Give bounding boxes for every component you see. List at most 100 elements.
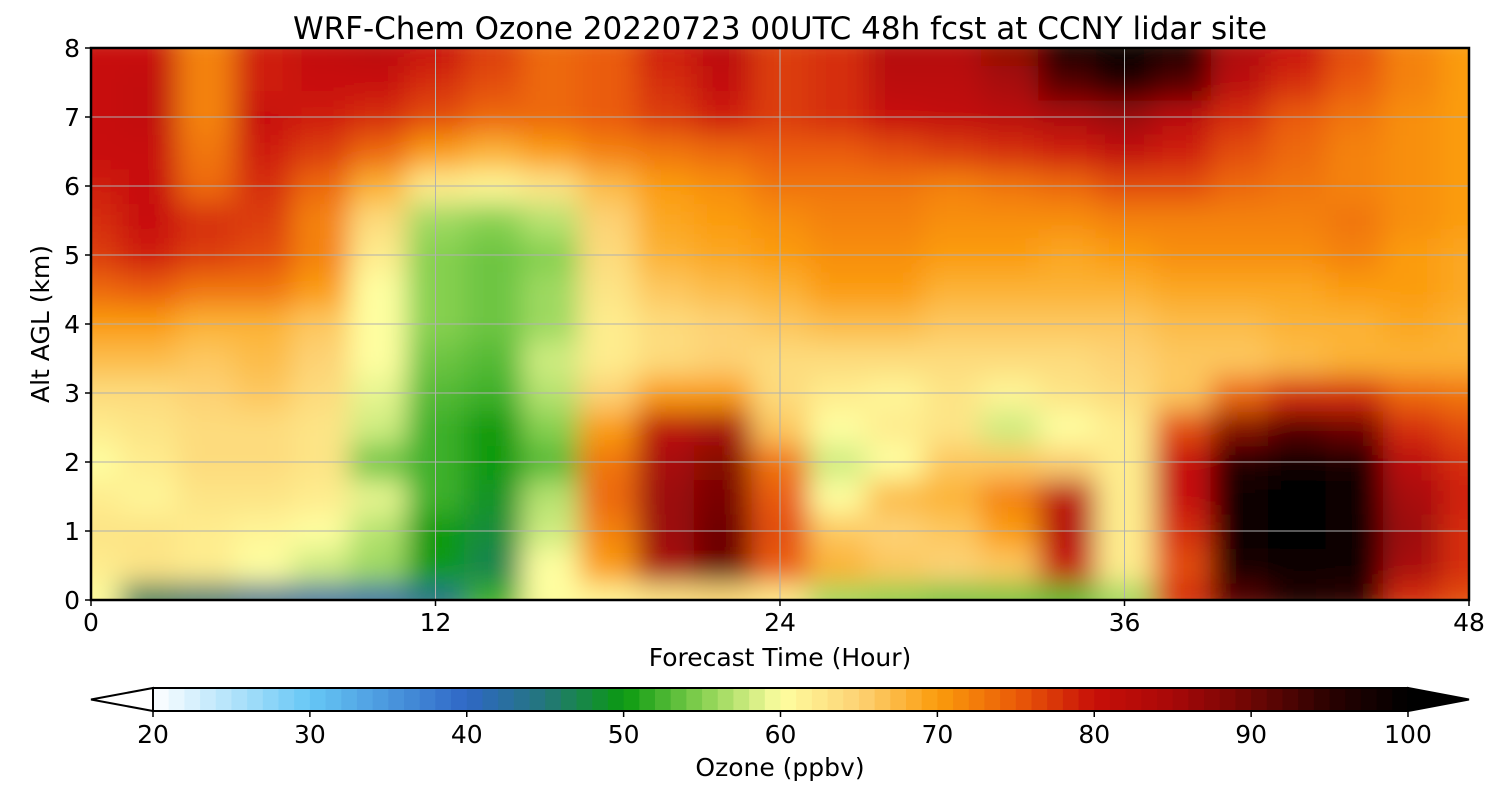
colorbar-swatch xyxy=(545,688,562,711)
heat-cell xyxy=(349,410,408,446)
heat-cell xyxy=(291,65,351,101)
x-tick-label: 36 xyxy=(1109,608,1141,637)
heat-cell xyxy=(980,134,1040,170)
colorbar-swatch xyxy=(1329,688,1346,711)
heat-cell xyxy=(91,341,121,377)
heat-cell xyxy=(1268,548,1327,584)
heat-cell xyxy=(636,134,695,170)
heat-cell xyxy=(980,272,1040,308)
heat-cell xyxy=(579,341,638,377)
y-tick-label: 7 xyxy=(64,103,80,132)
heat-cell xyxy=(349,48,408,67)
heat-cell xyxy=(177,48,236,67)
colorbar-swatch xyxy=(1141,688,1158,711)
heat-cell xyxy=(693,48,753,67)
colorbar-swatch xyxy=(1109,688,1127,711)
colorbar-swatch xyxy=(1204,688,1221,711)
heat-cell xyxy=(1382,134,1442,170)
heat-cell xyxy=(1325,65,1384,101)
heat-cell xyxy=(693,479,753,515)
heat-cell xyxy=(808,272,867,308)
colorbar-swatch xyxy=(560,688,578,711)
heat-cell xyxy=(349,548,408,584)
heat-cell xyxy=(521,582,580,600)
heat-cell xyxy=(1268,582,1327,600)
heat-cell xyxy=(579,548,638,584)
colorbar-swatch xyxy=(1047,688,1064,711)
heat-cell xyxy=(291,203,351,239)
colorbar-swatch xyxy=(466,688,484,711)
heat-cell xyxy=(291,134,351,170)
heat-cell xyxy=(636,203,695,239)
heat-cell xyxy=(636,48,695,67)
heat-cell xyxy=(1210,479,1269,515)
colorbar-swatch xyxy=(325,688,342,711)
y-tick-label: 1 xyxy=(64,517,80,546)
colorbar-swatch xyxy=(372,688,389,711)
heat-cell xyxy=(1210,341,1269,377)
heat-cell xyxy=(349,479,408,515)
colorbar-swatch xyxy=(921,688,938,711)
heat-cell xyxy=(1038,410,1097,446)
heat-cell xyxy=(980,582,1040,600)
colorbar-tick-label: 70 xyxy=(921,720,953,749)
heat-cell xyxy=(1153,48,1212,67)
heat-cell xyxy=(1153,203,1212,239)
colorbar-swatch xyxy=(639,688,656,711)
heat-cell xyxy=(349,582,408,600)
colorbar-swatch xyxy=(874,688,891,711)
heat-cell xyxy=(579,410,638,446)
heat-cell xyxy=(91,582,121,600)
heat-cell xyxy=(923,341,982,377)
heat-cell xyxy=(693,582,753,600)
heat-cell xyxy=(808,582,867,600)
heat-cell xyxy=(923,582,982,600)
heat-cell xyxy=(1038,134,1097,170)
heat-cell xyxy=(1268,479,1327,515)
heat-cell xyxy=(521,479,580,515)
colorbar-low-extension xyxy=(90,686,154,713)
colorbar-swatch xyxy=(827,688,844,711)
heat-cell xyxy=(579,479,638,515)
heat-cell xyxy=(119,479,178,515)
heat-cell xyxy=(177,65,236,101)
colorbar-swatch xyxy=(1188,688,1205,711)
heat-cell xyxy=(980,479,1040,515)
heat-cell xyxy=(808,203,867,239)
colorbar-swatch xyxy=(717,688,735,711)
heat-cell xyxy=(636,65,695,101)
heat-cell xyxy=(980,48,1040,67)
heat-cell xyxy=(980,548,1040,584)
y-tick-label: 3 xyxy=(64,379,80,408)
heat-cell xyxy=(91,48,121,67)
heat-cell xyxy=(234,479,293,515)
heat-cell xyxy=(636,341,695,377)
colorbar-swatch xyxy=(419,688,436,711)
colorbar-swatch xyxy=(576,688,593,711)
colorbar-swatch xyxy=(1172,688,1189,711)
heat-cell xyxy=(521,272,580,308)
heat-cell xyxy=(1382,582,1442,600)
colorbar-tick-label: 100 xyxy=(1384,720,1432,749)
heat-cell xyxy=(1210,272,1269,308)
colorbar-swatch xyxy=(607,688,625,711)
colorbar-swatch xyxy=(262,688,280,711)
colorbar-swatch xyxy=(247,688,264,711)
heat-cell xyxy=(1382,479,1442,515)
heat-cell xyxy=(177,410,236,446)
heat-cell xyxy=(1210,65,1269,101)
colorbar-swatch xyxy=(1345,688,1362,711)
heat-cell xyxy=(1210,48,1269,67)
heat-cell xyxy=(1382,203,1442,239)
heat-cell xyxy=(234,134,293,170)
colorbar-swatch xyxy=(686,688,703,711)
heat-cell xyxy=(521,341,580,377)
heat-cell xyxy=(1038,272,1097,308)
colorbar-swatch xyxy=(984,688,1001,711)
heat-cell xyxy=(464,410,523,446)
heat-cell xyxy=(923,203,982,239)
colorbar-swatch xyxy=(309,688,327,711)
heat-cell xyxy=(177,479,236,515)
heat-cell xyxy=(464,134,523,170)
